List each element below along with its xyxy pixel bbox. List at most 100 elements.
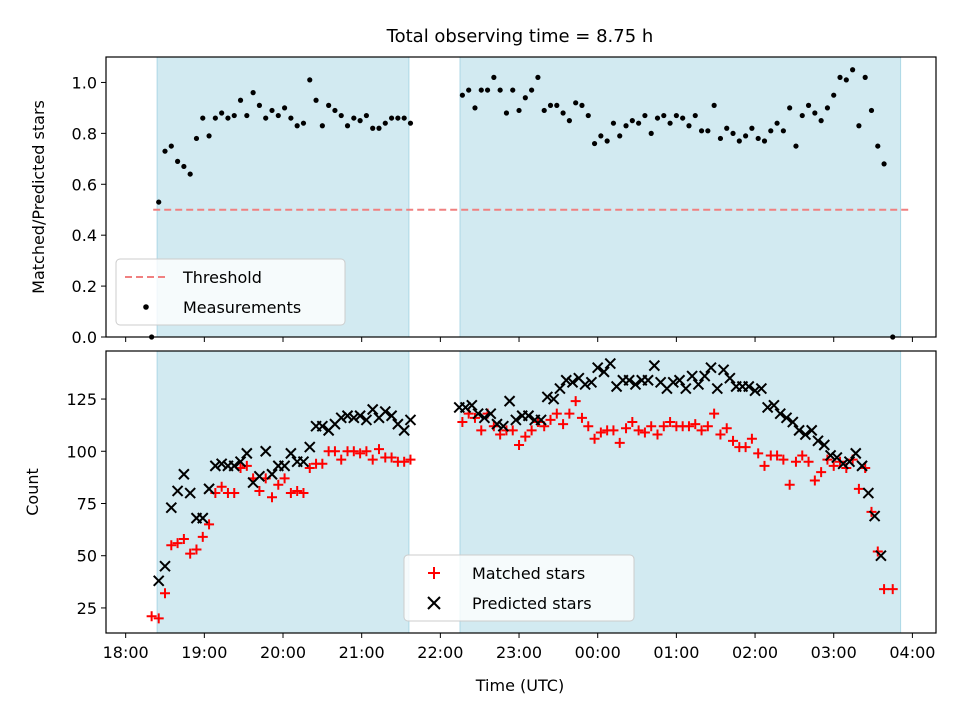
measurement-point [174,158,181,164]
measurement-point [698,128,705,134]
matched-star-point [621,423,632,434]
predicted-star-point [510,414,522,426]
matched-star-point [526,425,537,436]
matched-star-point [608,425,619,436]
predicted-star-point [604,357,617,370]
matched-star-point [545,414,556,425]
predicted-star-point [165,501,178,514]
measurement-point [862,74,868,80]
measurement-point [307,77,313,83]
measurements-legend-swatch [143,304,149,310]
measurement-point [516,107,522,114]
matched-star-point [160,588,171,599]
matched-star-point [633,425,644,436]
predicted-star-point [478,412,491,424]
matched-star-point [583,421,594,432]
predicted-star-point [491,418,503,430]
measurement-point [636,120,642,126]
measurement-point [654,115,661,121]
measurement-point [193,135,200,142]
measurement-point [244,112,250,119]
matched-star-point [336,454,347,465]
predicted-star-point [868,510,881,522]
matched-star-point [267,492,277,503]
top-y-tick-label: 0.0 [72,328,97,347]
measurement-point [319,123,325,129]
predicted-star-point [755,382,768,395]
matched-star-point [728,435,739,446]
bottom-legend: Matched stars Predicted stars [403,554,635,622]
predicted-star-point [354,410,366,422]
predicted-star-point [560,374,572,386]
matched-star-point [317,458,328,469]
measurement-point [237,97,244,103]
matched-star-point [721,423,732,434]
measurement-point [510,87,516,93]
predicted-star-point [711,382,723,395]
measurement-point [547,102,554,108]
predicted-star-point [673,374,686,386]
top-panel: 0.0 0.2 0.4 0.6 0.8 1.0 Matched/Predicted sta… [29,56,937,347]
predicted-star-point [266,468,278,480]
bottom-y-tick-label: 125 [66,390,97,409]
matched-star-point [191,544,202,555]
matched-star-point [595,427,606,438]
top-x-ticks [125,337,913,342]
predicted-star-point [379,405,391,418]
predicted-star-point [761,401,774,414]
measurement-point [275,112,281,119]
predicted-star-point [459,401,472,414]
measurement-point [219,110,225,116]
measurement-point [774,120,780,126]
measurement-point [743,133,749,139]
predicted-star-point [642,374,654,386]
measurement-point [661,112,667,119]
measurement-point [326,102,332,108]
bottom-y-axis-label: Count [23,468,42,516]
predicted-star-point [203,483,215,495]
predicted-star-point [184,487,196,499]
measurement-point [617,133,623,139]
bottom-x-ticks: 18:00 19:00 20:00 21:00 22:00 23:00 00:00 01:00… [103,633,935,662]
matched-star-point [715,429,726,440]
matched-star-point [683,421,694,432]
predicted-star-point [648,359,661,372]
matched-star-point [457,417,468,428]
matched-star-point [172,538,183,549]
measurement-point [370,125,376,131]
matched-star-point [514,440,525,450]
measurement-point [843,77,849,83]
matched-star-point [476,425,487,436]
matched-star-point [658,421,669,432]
predicted-legend-swatch [427,596,441,610]
x-tick-label: 03:00 [811,643,857,662]
matched-star-point [304,462,315,473]
x-axis-label: Time (UTC) [475,676,564,695]
predicted-star-point [799,428,812,441]
matched-star-point [229,488,240,499]
measurement-point [376,125,382,131]
matched-star-point [329,446,340,457]
measurement-point [200,115,206,121]
measurement-point [585,112,591,119]
bottom-y-ticks: 25 50 75 100 125 [66,390,106,618]
predicted-star-point [234,456,247,468]
measurement-point [730,130,736,136]
predicted-star-point [698,370,711,382]
shaded-interval-1 [459,56,902,338]
shaded-interval-0 [156,350,410,634]
bottom-legend-box [403,554,635,622]
matched-star-point [639,427,650,438]
measurement-point [212,115,218,121]
matched-star-point [778,454,789,465]
predicted-star-point [297,456,310,468]
measurement-points-layer [149,67,896,340]
predicted-star-point [812,435,824,447]
measurement-point [686,123,692,129]
measurement-point [793,143,799,149]
matched-star-point [373,444,384,455]
predicted-star-point [780,412,793,424]
measurement-point [724,125,730,131]
matched-star-point [589,433,600,444]
x-tick-label: 21:00 [339,643,385,662]
